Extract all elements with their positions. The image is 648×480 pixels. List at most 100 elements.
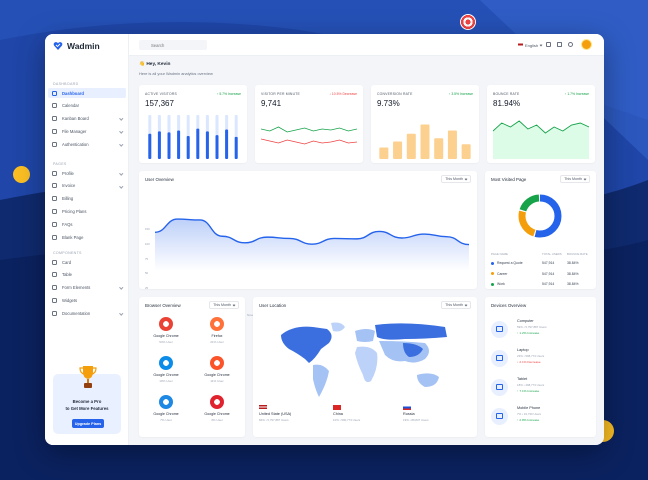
browser-percent: 3% User [211,417,223,422]
stat-line-green [261,126,357,133]
opera-icon [210,395,224,409]
sidebar-item-documentation[interactable]: Documentation [48,308,126,318]
topbar: English [129,34,604,56]
expand-icon[interactable] [557,42,562,47]
wave-icon: 👋 [139,62,147,67]
laptop-icon [491,350,508,367]
location-users: 10% • 590,773 Users [333,417,361,422]
sidebar-item-label: Kanban Board [62,116,89,122]
stat-label: BOUNCE RATE [493,92,520,96]
device-users: 23% • 598,773 Users [517,354,545,358]
user-overview-line [155,218,469,246]
user-overview-filter[interactable]: This Month [441,175,471,183]
language-selector[interactable]: English [518,41,543,49]
sidebar-item-profile[interactable]: Profile [48,168,126,178]
sidebar-section-label: COMPONENTS [53,251,82,255]
device-users: 18% • 498,773 Users [517,383,545,387]
chrome-icon [159,317,173,331]
sidebar-item-table[interactable]: Table [48,270,126,280]
stat-mini-chart [148,115,238,159]
stat-trend-text: 10.5% Decrease [331,92,357,96]
sidebar-item-invoice[interactable]: Invoice [48,181,126,191]
sidebar-item-authentication[interactable]: Authentication [48,139,126,149]
app-name: Wadmin [67,41,100,51]
user-location-card: User Location This Month United State (U… [253,297,477,437]
settings-icon[interactable] [568,42,573,47]
stat-card-visitor-per-minute: VISITOR PER MINUTE ↓ 10.5% Decrease 9,741 [255,85,363,163]
emoji-star-eyes-decoration [13,166,30,183]
map-europe [355,329,375,342]
most-visited-donut-chart [518,194,562,238]
sidebar-item-form-elements[interactable]: Form Elements [48,283,126,293]
location-name: Russia [403,412,415,416]
devices-overview-card: Devices Overview Computer 59% • 5,797,887… [485,297,596,437]
table-row-users: 547,914 [542,261,555,265]
sidebar-item-pricing-plans[interactable]: Pricing Plans [48,206,126,216]
sidebar-item-widgets[interactable]: Widgets [48,295,126,305]
sidebar-item-icon [52,128,57,134]
sidebar-item-label: Form Elements [62,285,91,291]
mobile-phone-icon [491,408,508,425]
computer-icon [491,321,508,338]
sidebar-item-billing[interactable]: Billing [48,194,126,204]
sidebar-item-icon [52,208,57,214]
sidebar-item-kanban-board[interactable]: Kanban Board [48,114,126,124]
stat-trend-text: 1.7% Increase [567,92,589,96]
y-tick-label: 50 [145,271,149,276]
promo-line-1: Become a Pro [72,399,102,404]
chevron-down-icon [118,129,123,134]
map-north-america [281,326,332,363]
browser-percent: 11% User [210,378,224,383]
logo[interactable]: Wadmin [53,40,100,52]
stat-bar [434,138,444,159]
browser-item: Google Chrome 10% User [146,356,186,383]
stat-value: 157,367 [145,99,174,108]
sidebar-item-faqs[interactable]: FAQs [48,219,126,229]
map-china [403,343,423,357]
browser-overview-filter[interactable]: This Month [209,301,239,309]
stat-value: 81.94% [493,99,521,108]
stat-area-line [493,120,589,134]
upgrade-promo-card: Become a Pro to Get More Features Upgrad… [53,366,121,434]
brave-icon [210,356,224,370]
sidebar-item-file-manager[interactable]: File Manager [48,126,126,136]
donut-slice [518,194,562,238]
y-tick-label: 25 [145,286,149,291]
location-name: United State (USA) [259,412,292,416]
arrow-up-icon: ↑ [517,418,520,422]
sidebar-item-icon [52,170,57,176]
most-visited-filter[interactable]: This Month [560,175,590,183]
arrow-up-icon: ↑ [448,92,452,96]
browser-name: Google Chrome [153,412,179,416]
sidebar-item-calendar[interactable]: Calendar [48,101,126,111]
browser-name: Google Chrome [153,334,179,338]
sidebar-item-card[interactable]: Card [48,257,126,267]
upgrade-plans-button[interactable]: Upgrade Plans [72,419,104,428]
location-item: China 10% • 590,773 Users [333,405,360,422]
chevron-down-icon [118,285,123,290]
search-input[interactable] [139,40,207,50]
stat-bar [234,136,238,159]
avatar[interactable] [581,39,592,50]
stat-bar [177,130,181,159]
trophy-icon [79,366,97,388]
stat-bar [196,128,200,159]
stat-bar [148,133,152,159]
sidebar-section-label: PAGES [53,162,67,166]
sidebar-item-blank-page[interactable]: Blank Page [48,232,126,242]
browser-name: Firefox [211,334,223,338]
sidebar-item-dashboard[interactable]: Dashboard [48,88,126,98]
app-window: Wadmin DASHBOARD Dashboard Calendar Kanban … [45,34,604,445]
user-location-filter[interactable]: This Month [441,301,471,309]
chevron-down-icon [118,116,123,121]
sidebar-item-label: Documentation [62,310,91,316]
stat-card-conversion-rate: CONVERSION RATE ↑ 3.5% Increase 9.73% [371,85,479,163]
device-trend: ↑ 2.8% Increase [517,418,539,422]
grid-icon[interactable] [546,42,551,47]
map-south-america [313,364,329,397]
sidebar-item-label: Dashboard [62,90,84,96]
device-name: Laptop [517,348,529,352]
firefox-icon [210,317,224,331]
chevron-down-icon [118,171,123,175]
device-name: Mobile Phone [517,406,541,410]
